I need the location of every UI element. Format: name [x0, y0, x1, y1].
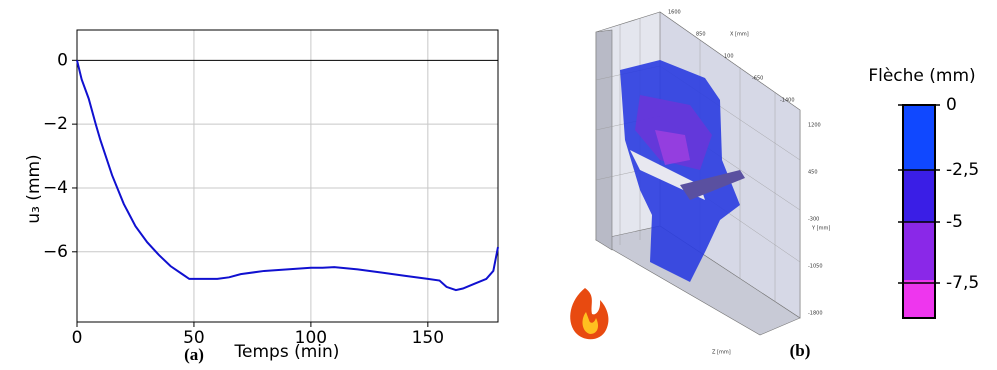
render-tick-label: 450	[808, 170, 818, 176]
render-axis-title: X [mm]	[730, 32, 749, 38]
y-tick-label: −2	[43, 114, 68, 134]
colorbar-title: Flèche (mm)	[868, 66, 975, 86]
y-tick-label: 0	[57, 50, 68, 70]
y-tick-label: −6	[43, 242, 68, 262]
render-tick-label: 100	[724, 54, 734, 60]
render-tick-label: -300	[808, 217, 819, 223]
plot-frame	[77, 30, 498, 322]
y-tick-label: −4	[43, 178, 68, 198]
figure: 0501001500−2−4−6 u₃ (mm) Temps (min) (a)…	[0, 0, 997, 366]
colorbar-tick-label: -5	[946, 212, 963, 232]
render-3d	[596, 12, 800, 335]
render-axis-title: Z [mm]	[712, 350, 731, 356]
panel-label: (b)	[790, 341, 811, 360]
render-tick-label: -1800	[808, 311, 823, 317]
y-axis-label: u₃ (mm)	[24, 154, 44, 223]
render-axis-title: Y [mm]	[811, 226, 830, 232]
colorbar-segment	[903, 105, 935, 170]
x-tick-label: 0	[72, 328, 83, 348]
x-tick-label: 150	[412, 328, 444, 348]
colorbar-tick-label: -2,5	[946, 160, 979, 180]
flame-icon	[570, 288, 608, 339]
render-tick-label: 1600	[668, 10, 681, 16]
colorbar-segment	[903, 280, 935, 318]
panel-label: (a)	[184, 345, 204, 364]
colorbar-tick-label: -7,5	[946, 273, 979, 293]
render-tick-label: 850	[696, 32, 706, 38]
colorbar: 0 -2,5 -5 -7,5	[898, 95, 979, 318]
colorbar-segment	[903, 170, 935, 222]
data-line	[77, 60, 498, 290]
render-tick-label: -1050	[808, 264, 823, 270]
colorbar-tick-label: 0	[946, 95, 957, 115]
render-tick-label: 1200	[808, 123, 821, 129]
x-axis-label: Temps (min)	[234, 342, 340, 362]
colorbar-segment	[903, 222, 935, 280]
render-tick-label: -650	[752, 76, 763, 82]
render-tick-label: -1400	[780, 98, 795, 104]
